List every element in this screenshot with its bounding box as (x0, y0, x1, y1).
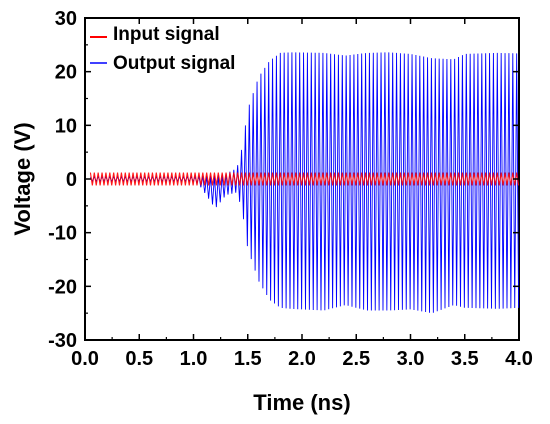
x-tick-label: 3.5 (451, 348, 479, 370)
y-axis-title: Voltage (V) (10, 122, 35, 235)
y-tick-label: -10 (48, 223, 77, 245)
x-tick-label: 0.0 (71, 348, 99, 370)
x-tick-label: 2.5 (342, 348, 370, 370)
legend-label-input: Input signal (113, 24, 220, 45)
x-tick-label: 3.0 (397, 348, 425, 370)
x-tick-label: 1.5 (234, 348, 262, 370)
input-signal-line (89, 172, 520, 186)
y-tick-label: 10 (55, 115, 77, 137)
x-tick-labels: 0.0 0.5 1.0 1.5 2.0 2.5 3.0 3.5 4.0 (71, 348, 533, 370)
x-tick-label: 2.0 (288, 348, 316, 370)
y-tick-label: 20 (55, 62, 77, 84)
plot-series (89, 52, 520, 313)
x-axis-title: Time (ns) (253, 390, 350, 415)
y-tick-label: -20 (48, 276, 77, 298)
y-tick-label: 30 (55, 8, 77, 30)
x-tick-label: 4.0 (505, 348, 533, 370)
x-tick-label: 0.5 (125, 348, 153, 370)
legend-label-output: Output signal (113, 53, 235, 74)
x-tick-label: 1.0 (180, 348, 208, 370)
y-tick-label: -30 (48, 330, 77, 352)
axis-ticks (84, 17, 520, 341)
y-tick-labels: 30 20 10 0 -10 -20 -30 (48, 8, 77, 352)
y-tick-label: 0 (66, 169, 77, 191)
legend: Input signal Output signal (90, 24, 235, 74)
